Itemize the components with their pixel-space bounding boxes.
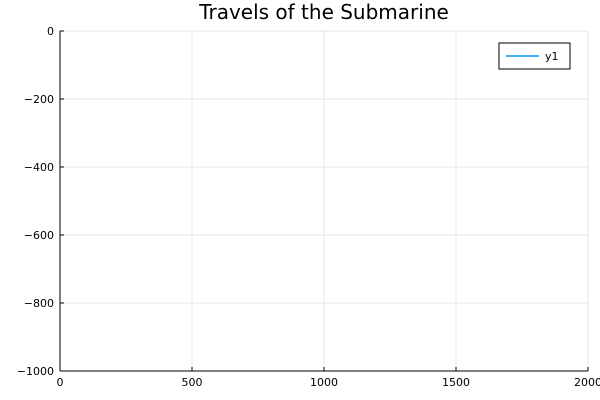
y-tick-label: −1000 (17, 365, 54, 378)
x-tick-labels: 0 500 1000 1500 2000 (57, 367, 600, 389)
x-tick-label: 2000 (574, 376, 600, 389)
legend-label-y1: y1 (545, 50, 559, 63)
x-tick-label: 1000 (310, 376, 338, 389)
x-tick-label: 500 (182, 376, 203, 389)
grid (59, 30, 589, 372)
y-tick-labels: 0 −200 −400 −600 −800 −1000 (17, 25, 64, 378)
legend: y1 (498, 42, 571, 70)
y-tick-label: −800 (24, 297, 54, 310)
x-tick-label: 0 (57, 376, 64, 389)
y-tick-label: −400 (24, 161, 54, 174)
x-tick-label: 1500 (442, 376, 470, 389)
y-tick-label: −600 (24, 229, 54, 242)
chart-title: Travels of the Submarine (198, 0, 449, 24)
y-tick-label: −200 (24, 93, 54, 106)
y-tick-label: 0 (47, 25, 54, 38)
